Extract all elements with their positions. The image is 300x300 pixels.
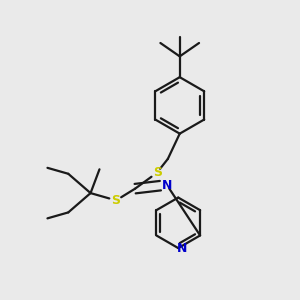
Text: N: N	[162, 179, 172, 192]
Text: S: S	[153, 166, 162, 179]
Text: S: S	[111, 194, 120, 207]
Text: N: N	[177, 242, 187, 255]
